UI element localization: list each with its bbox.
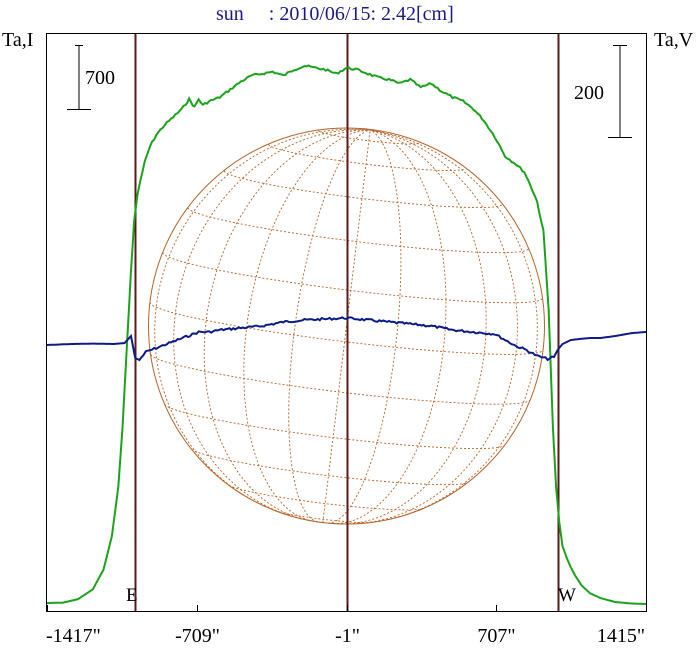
longitude-grid-line [288,129,371,523]
x-tick-label: -709" [175,625,220,647]
latitude-grid-line [274,510,372,524]
right-scale-bar [608,45,632,138]
latitude-grid-line [149,302,544,355]
longitude-grid-line [173,129,371,516]
latitude-grid-line [187,207,529,254]
latitude-grid-line [317,130,421,145]
latitude-grid-line [191,448,469,486]
series-V-line [46,316,647,362]
right-axis-label: Ta,V [654,29,694,51]
latitude-grid-line [223,170,503,209]
x-tick-label: 1415" [597,625,645,647]
x-tick-label: -1" [335,625,360,647]
plot-frame [46,33,647,612]
x-axis: -1417" -709" -1" 707" 1415" [46,605,647,647]
longitude-grid-line [203,129,371,520]
longitude-grid-line [370,129,538,522]
chart-title: sun : 2010/06/15: 2.42[cm] [216,3,454,25]
x-tick-label: 707" [477,625,515,647]
right-scale-bar-label: 200 [574,82,604,104]
x-tick-label: -1417" [46,625,101,647]
longitude-grid-line [344,129,487,525]
reference-lines [134,34,560,611]
longitude-grid-line [358,129,518,525]
series-group [46,64,647,605]
longitude-grid-line [322,130,371,523]
latitude-grid-line [162,252,543,304]
west-limb-label: W [558,585,576,606]
longitude-grid-line [328,129,402,524]
latitude-grid-line [150,354,531,405]
left-scale-bar [67,45,91,110]
east-limb-label: E [126,585,138,606]
left-scale-bar-label: 700 [85,67,115,89]
left-axis-label: Ta,I [2,29,33,51]
series-I-line [47,64,647,605]
